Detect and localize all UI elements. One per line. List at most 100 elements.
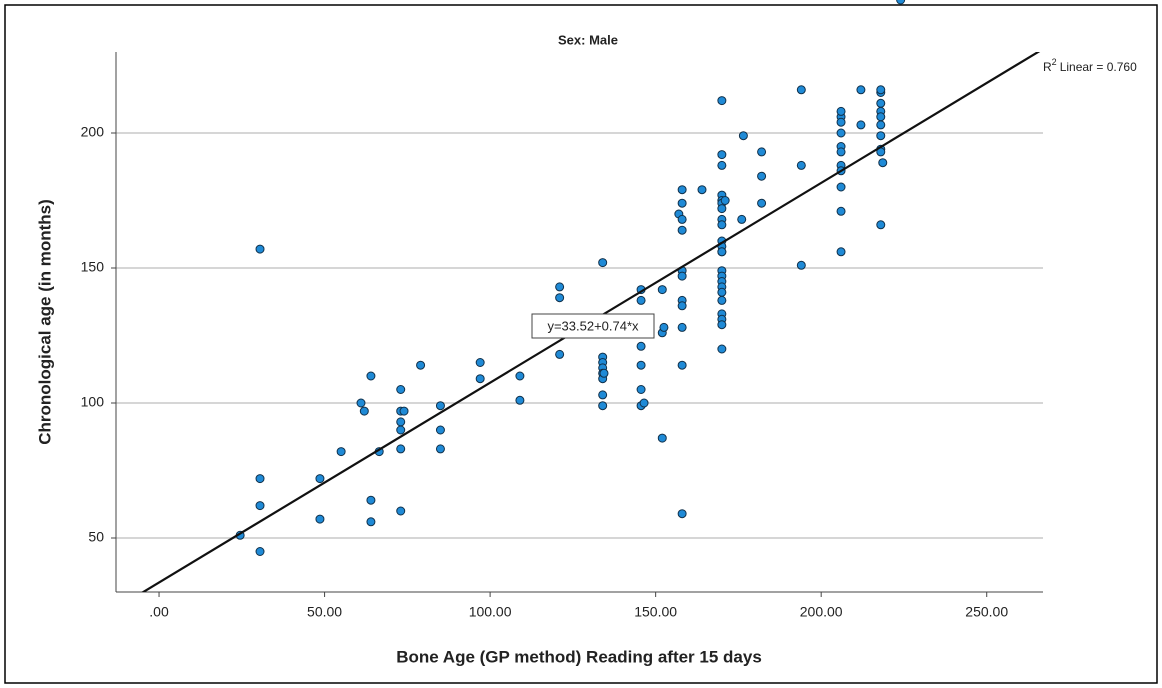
r2-symbol: R xyxy=(1043,60,1052,74)
point xyxy=(757,147,767,157)
point xyxy=(399,406,409,416)
point xyxy=(876,220,886,230)
point xyxy=(876,131,886,141)
point xyxy=(636,295,646,305)
points xyxy=(235,0,906,556)
point xyxy=(836,147,846,157)
point xyxy=(555,293,565,303)
point xyxy=(796,260,806,270)
point xyxy=(677,185,687,195)
point xyxy=(836,106,846,116)
point xyxy=(659,322,669,332)
point xyxy=(396,385,406,394)
x-tick-label: 200.00 xyxy=(800,604,843,620)
point xyxy=(717,247,727,257)
point xyxy=(677,322,687,332)
point xyxy=(737,214,747,224)
point xyxy=(717,160,727,170)
point xyxy=(315,474,325,484)
point xyxy=(836,117,846,127)
point xyxy=(757,198,767,208)
x-tick-label: 50.00 xyxy=(307,604,342,620)
point xyxy=(657,285,667,295)
point xyxy=(255,474,265,484)
point xyxy=(435,425,445,435)
point xyxy=(677,225,687,235)
point xyxy=(396,417,406,427)
r2-text: Linear = 0.760 xyxy=(1060,60,1137,74)
y-tick-label: 50 xyxy=(88,529,104,545)
y-axis-label: Chronological age (in months) xyxy=(35,199,54,445)
point xyxy=(657,433,667,443)
point xyxy=(599,368,609,378)
point xyxy=(836,247,846,257)
point xyxy=(856,85,866,95)
point xyxy=(738,131,748,141)
point xyxy=(836,128,846,138)
point xyxy=(876,112,886,122)
point xyxy=(396,425,406,435)
r2-label: R2 Linear = 0.760 xyxy=(1043,57,1137,74)
point xyxy=(796,160,806,170)
x-axis-label: Bone Age (GP method) Reading after 15 da… xyxy=(396,647,762,666)
point xyxy=(876,120,886,130)
grid xyxy=(116,132,1043,539)
point xyxy=(677,271,687,281)
point xyxy=(366,517,376,527)
point xyxy=(639,398,649,408)
point xyxy=(856,120,866,130)
point xyxy=(366,371,376,381)
y-tick-label: 150 xyxy=(81,259,105,275)
point xyxy=(255,547,265,556)
point xyxy=(717,344,727,354)
point xyxy=(717,320,727,330)
fit-label: y=33.52+0.74*x xyxy=(547,318,639,333)
point xyxy=(366,495,376,505)
point xyxy=(796,85,806,95)
fit-label-box xyxy=(531,313,655,339)
point xyxy=(677,301,687,311)
chart-title: Sex: Male xyxy=(558,32,618,47)
point xyxy=(757,171,767,181)
point xyxy=(636,385,646,394)
point xyxy=(475,374,485,384)
x-tick-label: 150.00 xyxy=(634,604,677,620)
point xyxy=(717,204,727,214)
point xyxy=(555,282,565,292)
point xyxy=(717,287,727,297)
point xyxy=(255,244,265,254)
x-tick-label: 250.00 xyxy=(965,604,1008,620)
x-tick-label: .00 xyxy=(149,604,169,620)
point xyxy=(515,371,525,381)
point xyxy=(717,220,727,230)
x-tick-label: 100.00 xyxy=(469,604,512,620)
point xyxy=(359,406,369,416)
y-tick-label: 200 xyxy=(81,124,105,140)
point xyxy=(836,182,846,192)
point xyxy=(717,150,727,160)
point xyxy=(677,198,687,208)
point xyxy=(636,341,646,351)
point xyxy=(636,360,646,370)
point xyxy=(475,358,485,367)
point xyxy=(336,447,346,457)
point xyxy=(598,401,608,411)
point xyxy=(717,295,727,305)
point xyxy=(396,506,406,516)
point xyxy=(878,158,888,168)
point xyxy=(396,444,406,454)
point xyxy=(555,349,565,359)
point xyxy=(677,360,687,370)
point xyxy=(896,0,906,5)
annotations: y=33.52+0.74*x R2 Linear = 0.760 xyxy=(141,52,1137,592)
point xyxy=(720,196,730,205)
point xyxy=(255,501,265,511)
r2-superscript: 2 xyxy=(1052,57,1057,67)
point xyxy=(876,98,886,108)
point xyxy=(416,360,426,370)
point xyxy=(356,398,366,408)
point xyxy=(677,509,687,519)
point xyxy=(598,258,608,268)
point xyxy=(435,401,445,411)
